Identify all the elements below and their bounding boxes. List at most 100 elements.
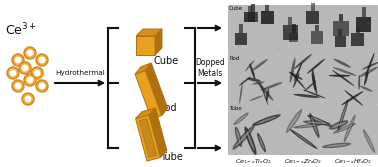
Text: Rod: Rod	[229, 56, 239, 61]
Ellipse shape	[332, 70, 355, 86]
Polygon shape	[135, 70, 162, 119]
Ellipse shape	[309, 113, 319, 138]
Bar	[228, 5, 277, 54]
Bar	[311, 31, 323, 44]
Circle shape	[39, 57, 45, 63]
Text: Ce$_{1-x}$Ti$_x$O$_2$: Ce$_{1-x}$Ti$_x$O$_2$	[235, 157, 271, 166]
Polygon shape	[139, 119, 157, 157]
Ellipse shape	[252, 114, 281, 126]
Bar	[338, 29, 342, 36]
Polygon shape	[136, 36, 155, 55]
Ellipse shape	[291, 72, 305, 89]
Ellipse shape	[303, 90, 326, 99]
Bar	[306, 11, 319, 24]
Ellipse shape	[333, 123, 356, 134]
Circle shape	[36, 80, 48, 92]
Ellipse shape	[322, 143, 352, 148]
Ellipse shape	[232, 126, 255, 150]
Ellipse shape	[239, 76, 251, 86]
Ellipse shape	[290, 58, 296, 83]
Ellipse shape	[266, 89, 269, 101]
Circle shape	[12, 80, 24, 92]
Ellipse shape	[247, 78, 261, 82]
Text: Cube: Cube	[153, 56, 178, 66]
Ellipse shape	[253, 59, 268, 70]
Bar	[239, 24, 243, 33]
Bar	[328, 5, 377, 54]
Ellipse shape	[365, 132, 373, 149]
Bar	[245, 12, 255, 22]
Bar	[278, 5, 327, 54]
Circle shape	[10, 70, 16, 76]
Ellipse shape	[246, 131, 254, 151]
Bar	[328, 55, 377, 104]
Ellipse shape	[286, 109, 302, 133]
Ellipse shape	[358, 75, 360, 90]
Ellipse shape	[333, 59, 351, 68]
Polygon shape	[155, 29, 162, 55]
Bar	[356, 28, 360, 33]
Bar	[228, 105, 277, 154]
Ellipse shape	[239, 83, 243, 104]
Ellipse shape	[260, 82, 268, 105]
Circle shape	[19, 62, 31, 74]
Bar	[228, 55, 277, 104]
Bar	[261, 11, 274, 24]
Ellipse shape	[289, 72, 303, 80]
Bar	[333, 21, 349, 36]
Circle shape	[7, 67, 19, 79]
Ellipse shape	[256, 81, 273, 101]
Ellipse shape	[307, 122, 326, 124]
Ellipse shape	[252, 81, 265, 85]
Circle shape	[15, 83, 21, 89]
Circle shape	[34, 70, 40, 76]
Text: Dopped
Metals: Dopped Metals	[195, 58, 225, 78]
Ellipse shape	[326, 144, 347, 147]
Bar	[278, 105, 327, 154]
Ellipse shape	[256, 116, 276, 124]
Circle shape	[27, 77, 33, 83]
Bar	[248, 12, 258, 22]
Circle shape	[36, 54, 48, 66]
Polygon shape	[136, 29, 162, 36]
Ellipse shape	[259, 136, 265, 149]
Ellipse shape	[365, 53, 375, 78]
Ellipse shape	[294, 62, 302, 81]
Bar	[265, 5, 270, 11]
Ellipse shape	[245, 60, 254, 71]
Ellipse shape	[293, 94, 319, 98]
Text: Hydrothermal: Hydrothermal	[55, 70, 105, 76]
Bar	[335, 36, 346, 47]
Ellipse shape	[333, 67, 356, 76]
Ellipse shape	[329, 75, 351, 77]
Circle shape	[27, 50, 33, 56]
Ellipse shape	[235, 127, 242, 147]
Polygon shape	[146, 63, 168, 116]
Ellipse shape	[290, 129, 318, 149]
Ellipse shape	[294, 54, 312, 69]
Ellipse shape	[307, 115, 333, 127]
Ellipse shape	[257, 133, 266, 152]
Ellipse shape	[344, 90, 363, 106]
Ellipse shape	[339, 104, 347, 127]
Circle shape	[39, 83, 45, 89]
Ellipse shape	[249, 95, 263, 101]
Ellipse shape	[304, 81, 316, 91]
Ellipse shape	[293, 124, 322, 128]
Bar	[356, 17, 371, 32]
Text: Tube: Tube	[229, 106, 242, 111]
Bar	[251, 4, 255, 12]
Circle shape	[22, 93, 34, 105]
Ellipse shape	[298, 125, 318, 127]
Ellipse shape	[311, 117, 328, 125]
Ellipse shape	[359, 67, 378, 77]
Ellipse shape	[363, 129, 375, 153]
Ellipse shape	[293, 73, 299, 88]
Polygon shape	[149, 108, 167, 157]
Bar	[362, 7, 366, 17]
Circle shape	[15, 57, 21, 63]
Ellipse shape	[234, 113, 249, 125]
Ellipse shape	[236, 130, 240, 144]
Ellipse shape	[312, 69, 316, 91]
Circle shape	[24, 47, 36, 59]
